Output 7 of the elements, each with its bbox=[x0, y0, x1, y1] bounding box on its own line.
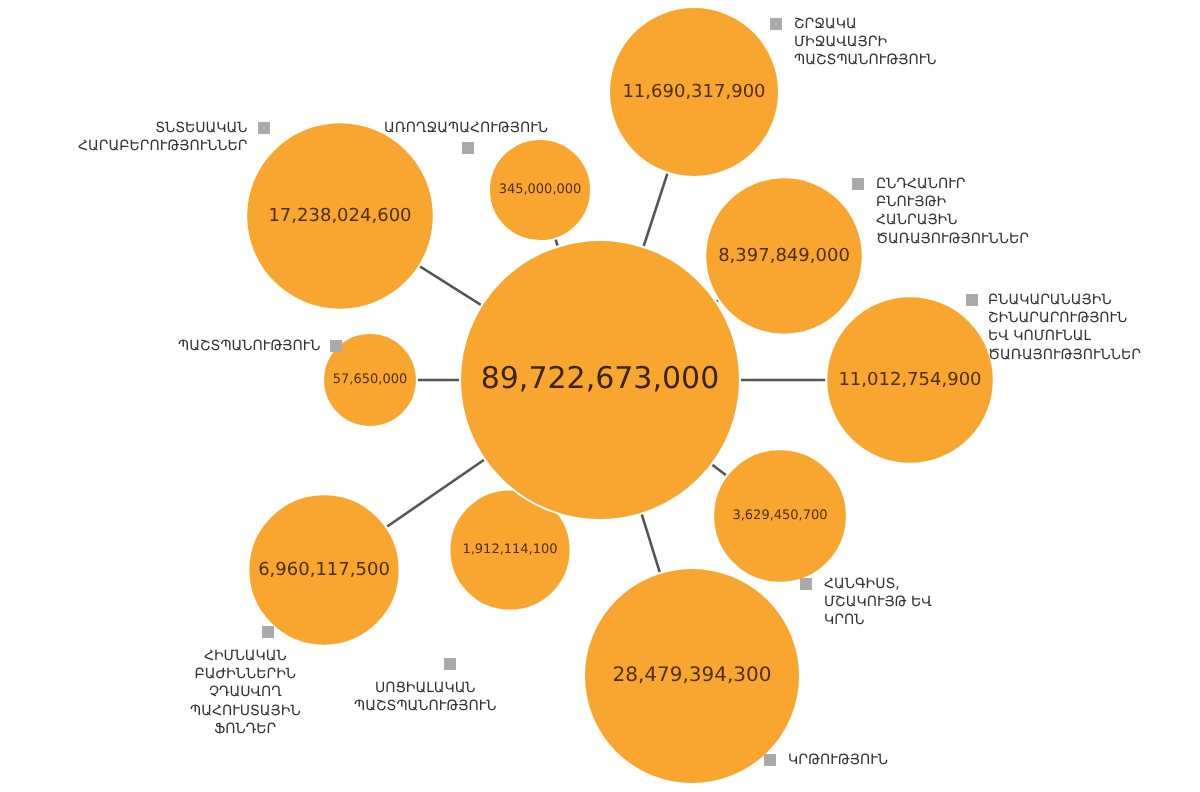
data-label: 11,012,754,900 bbox=[838, 370, 983, 391]
data-label: 28,479,394,300 bbox=[612, 665, 772, 687]
data-label: 8,397,849,000 bbox=[718, 246, 851, 267]
data-label: 11,690,317,900 bbox=[622, 82, 767, 103]
text: 89,722,673,000 bbox=[480, 359, 720, 396]
data-label: 6,960,117,500 bbox=[258, 560, 391, 581]
data-label: 17,238,024,600 bbox=[268, 206, 413, 227]
